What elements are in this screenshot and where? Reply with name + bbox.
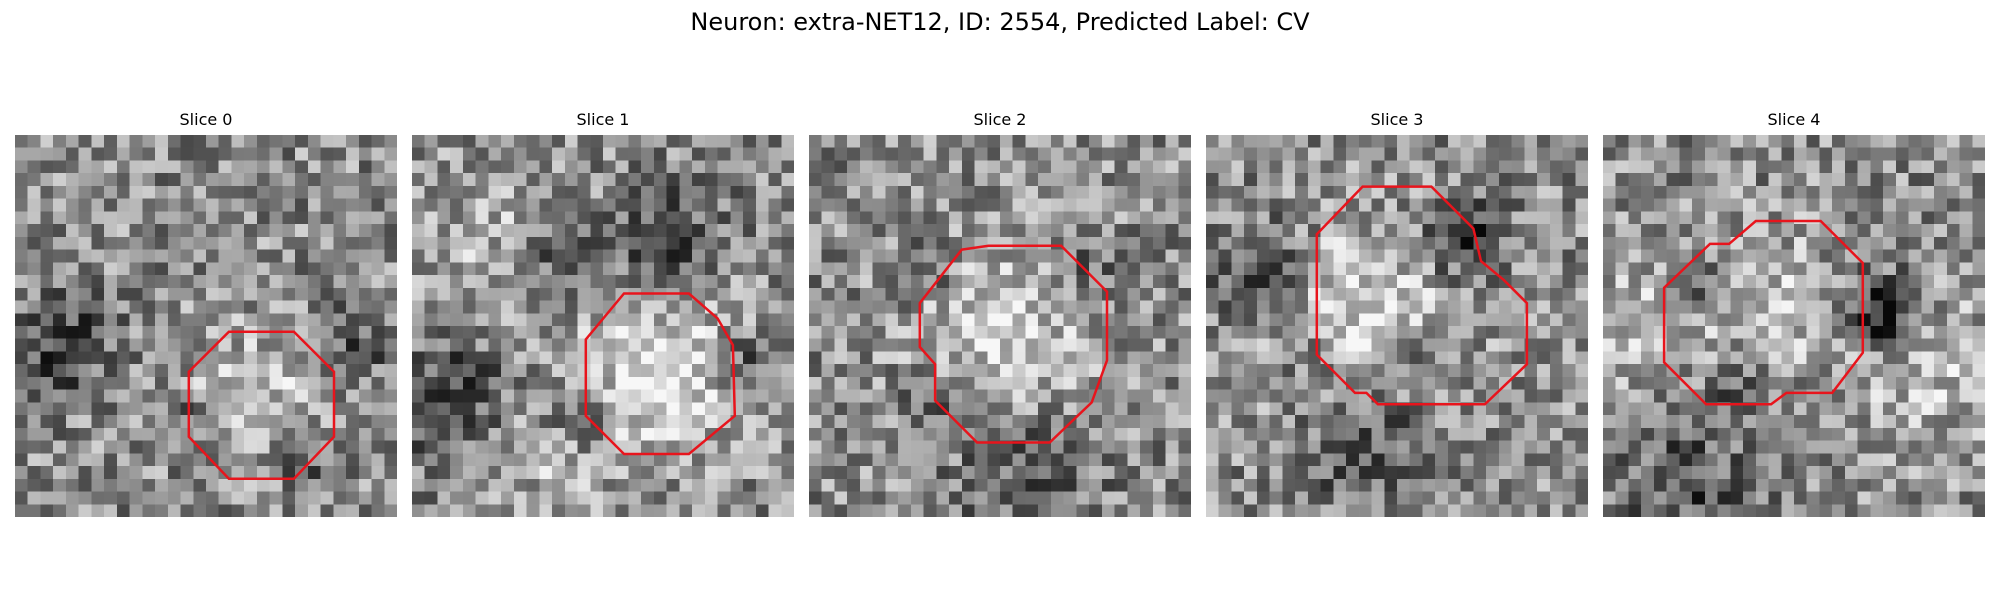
slice-title: Slice 1 (412, 108, 794, 132)
slice-panel-2: Slice 2 (809, 108, 1191, 132)
cell-contour (189, 332, 334, 479)
slice-title: Slice 3 (1206, 108, 1588, 132)
slice-image (1603, 135, 1985, 517)
slice-panel-0: Slice 0 (15, 108, 397, 132)
slice-title: Slice 2 (809, 108, 1191, 132)
contour-overlay (1603, 135, 1985, 517)
slice-panel-4: Slice 4 (1603, 108, 1985, 132)
cell-contour (586, 294, 735, 455)
contour-overlay (1206, 135, 1588, 517)
contour-overlay (809, 135, 1191, 517)
contour-overlay (412, 135, 794, 517)
figure-title: Neuron: extra-NET12, ID: 2554, Predicted… (0, 6, 2000, 38)
slice-image (15, 135, 397, 517)
slice-image (412, 135, 794, 517)
slice-title: Slice 0 (15, 108, 397, 132)
cell-contour (1317, 187, 1527, 405)
slice-image (1206, 135, 1588, 517)
contour-overlay (15, 135, 397, 517)
slice-title: Slice 4 (1603, 108, 1985, 132)
slice-panel-3: Slice 3 (1206, 108, 1588, 132)
slice-panel-1: Slice 1 (412, 108, 794, 132)
cell-contour (920, 246, 1107, 443)
slice-image (809, 135, 1191, 517)
cell-contour (1664, 221, 1863, 404)
